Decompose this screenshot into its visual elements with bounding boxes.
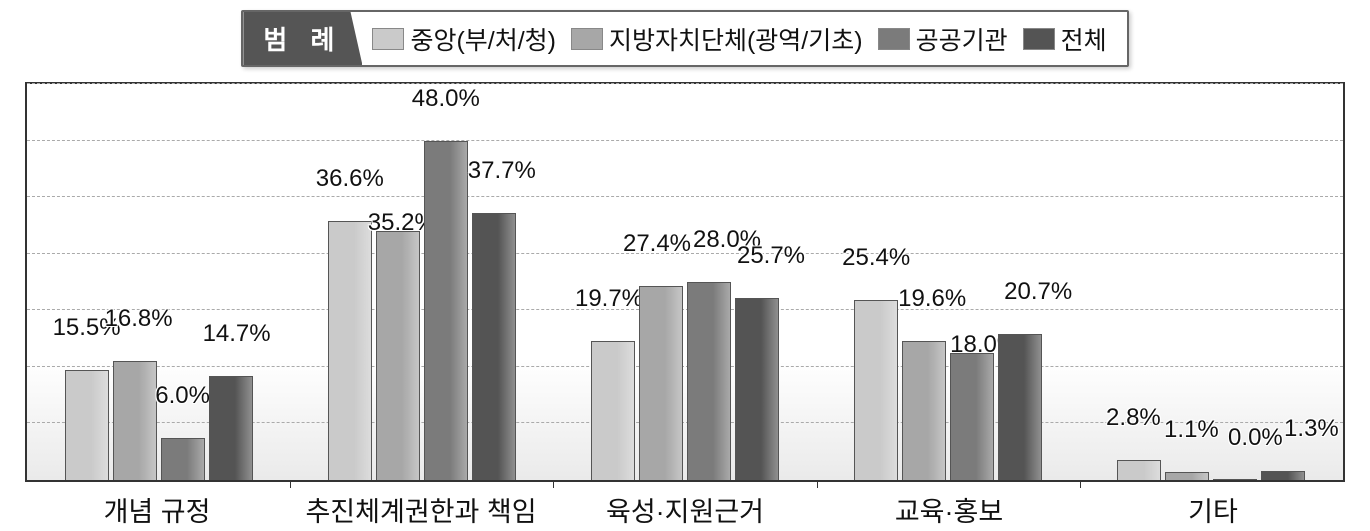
- legend-item-local: 지방자치단체(광역/기초): [571, 21, 863, 57]
- category-group: 25.4%19.6%18.0%20.7%: [817, 84, 1080, 480]
- category-group: 2.8%1.1%0.0%1.3%: [1080, 84, 1343, 480]
- bar-wrapper: 0.0%: [1211, 479, 1259, 480]
- bar: [424, 141, 468, 480]
- bar-wrapper: 19.7%: [589, 341, 637, 480]
- bar: [735, 298, 779, 480]
- bar: [998, 334, 1042, 480]
- bar: [687, 282, 731, 480]
- bar-wrapper: 20.7%: [996, 334, 1044, 480]
- bar-wrapper: 37.7%: [470, 213, 518, 480]
- x-axis-label: 교육·홍보: [817, 490, 1081, 529]
- category-tick: [290, 480, 291, 488]
- bar-value-label: 48.0%: [412, 85, 480, 113]
- category-group: 36.6%35.2%48.0%37.7%: [290, 84, 553, 480]
- category-tick: [817, 480, 818, 488]
- bar: [854, 300, 898, 480]
- legend-title: 범 례: [243, 12, 362, 65]
- legend-item-total: 전체: [1023, 21, 1107, 57]
- legend-label: 지방자치단체(광역/기초): [609, 21, 863, 57]
- bar-value-label: 27.4%: [623, 230, 691, 258]
- bar-value-label: 20.7%: [1004, 278, 1072, 306]
- category-tick: [553, 480, 554, 488]
- bar-value-label: 1.1%: [1164, 416, 1219, 444]
- bar-value-label: 0.0%: [1228, 424, 1283, 452]
- x-axis-label: 추진체계권한과 책임: [289, 490, 553, 529]
- bar-wrapper: 15.5%: [63, 370, 111, 480]
- bar-value-label: 16.8%: [105, 305, 173, 333]
- legend-label: 공공기관: [916, 21, 1008, 57]
- bar-value-label: 19.7%: [575, 285, 643, 313]
- bar: [591, 341, 635, 480]
- category-group: 19.7%27.4%28.0%25.7%: [553, 84, 816, 480]
- legend-box: 범 례 중앙(부/처/청) 지방자치단체(광역/기초) 공공기관 전체: [241, 10, 1128, 67]
- x-axis-label: 기타: [1081, 490, 1345, 529]
- bar-wrapper: 27.4%: [637, 286, 685, 480]
- legend-swatch: [372, 28, 404, 50]
- bar: [902, 341, 946, 480]
- bar-value-label: 19.6%: [898, 285, 966, 313]
- chart-plot-area: 15.5%16.8%6.0%14.7%36.6%35.2%48.0%37.7%1…: [25, 82, 1345, 482]
- bar-value-label: 25.4%: [842, 244, 910, 272]
- bar-wrapper: 14.7%: [207, 376, 255, 480]
- bar-value-label: 14.7%: [203, 320, 271, 348]
- bar: [113, 361, 157, 480]
- bar: [65, 370, 109, 480]
- category-group: 15.5%16.8%6.0%14.7%: [27, 84, 290, 480]
- x-axis-label: 개념 규정: [25, 490, 289, 529]
- bar: [328, 221, 372, 480]
- bar: [1165, 472, 1209, 480]
- bar-wrapper: 35.2%: [374, 231, 422, 480]
- bar-wrapper: 25.7%: [733, 298, 781, 480]
- bar-wrapper: 18.0%: [948, 353, 996, 480]
- bar-value-label: 2.8%: [1106, 404, 1161, 432]
- bar-value-label: 1.3%: [1284, 415, 1339, 443]
- legend-label: 전체: [1061, 21, 1107, 57]
- bar-value-label: 6.0%: [155, 382, 210, 410]
- bar: [209, 376, 253, 480]
- bar: [950, 353, 994, 480]
- bar-wrapper: 28.0%: [685, 282, 733, 480]
- bar-wrapper: 19.6%: [900, 341, 948, 480]
- plot-area: 15.5%16.8%6.0%14.7%36.6%35.2%48.0%37.7%1…: [27, 84, 1343, 480]
- bar-wrapper: 25.4%: [852, 300, 900, 480]
- bar-value-label: 36.6%: [316, 165, 384, 193]
- x-axis-labels: 개념 규정추진체계권한과 책임육성·지원근거교육·홍보기타: [25, 490, 1345, 529]
- bar: [1261, 471, 1305, 480]
- legend-swatch: [1023, 28, 1055, 50]
- bar-wrapper: 16.8%: [111, 361, 159, 480]
- legend-label: 중앙(부/처/청): [410, 21, 556, 57]
- bar-wrapper: 1.3%: [1259, 471, 1307, 480]
- bar-wrapper: 2.8%: [1115, 460, 1163, 480]
- legend-items: 중앙(부/처/청) 지방자치단체(광역/기초) 공공기관 전체: [372, 21, 1126, 57]
- bar-wrapper: 1.1%: [1163, 472, 1211, 480]
- x-axis-label: 육성·지원근거: [553, 490, 817, 529]
- bar-value-label: 37.7%: [468, 157, 536, 185]
- legend-item-central: 중앙(부/처/청): [372, 21, 556, 57]
- legend-swatch: [878, 28, 910, 50]
- bar: [639, 286, 683, 480]
- legend-container: 범 례 중앙(부/처/청) 지방자치단체(광역/기초) 공공기관 전체: [10, 10, 1360, 67]
- bar: [1117, 460, 1161, 480]
- bar-wrapper: 6.0%: [159, 438, 207, 480]
- bars-container: 15.5%16.8%6.0%14.7%36.6%35.2%48.0%37.7%1…: [27, 84, 1343, 480]
- bar: [472, 213, 516, 480]
- legend-swatch: [571, 28, 603, 50]
- bar: [161, 438, 205, 480]
- legend-item-public: 공공기관: [878, 21, 1008, 57]
- bar-wrapper: 48.0%: [422, 141, 470, 480]
- bar-value-label: 25.7%: [737, 242, 805, 270]
- bar: [1213, 479, 1257, 480]
- category-tick: [1080, 480, 1081, 488]
- bar: [376, 231, 420, 480]
- bar-wrapper: 36.6%: [326, 221, 374, 480]
